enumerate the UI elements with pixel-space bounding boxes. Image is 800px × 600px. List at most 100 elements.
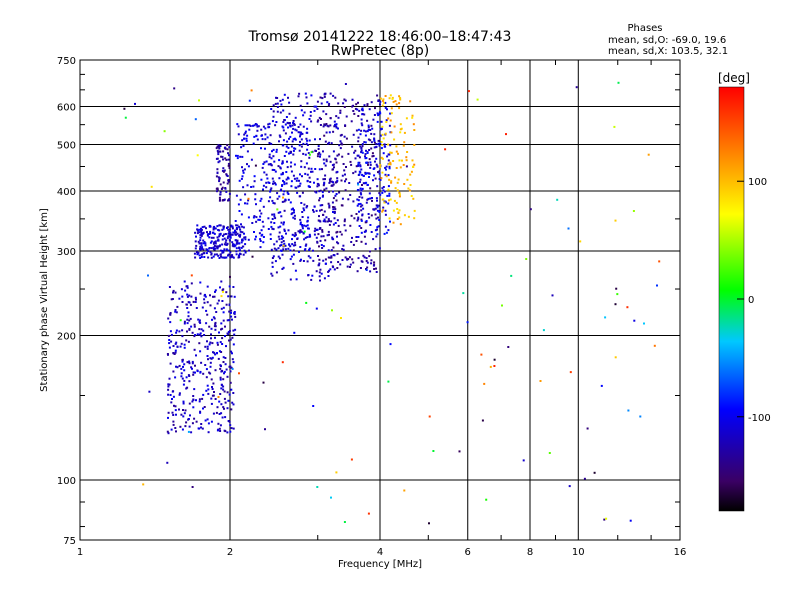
data-point-low-E-traces <box>222 319 225 322</box>
data-point-lower-F-layer <box>202 242 205 245</box>
data-point-low-E-traces <box>212 316 215 319</box>
data-point-F-trace-2 <box>332 150 335 153</box>
data-point-low-E-traces <box>181 301 184 303</box>
data-point-F-trace-4 <box>384 145 387 148</box>
data-point-F-trace-2 <box>319 239 322 242</box>
data-point-lower-F-layer <box>218 235 221 238</box>
data-point-F-trace-2 <box>270 248 273 251</box>
data-point-F-trace-4 <box>368 172 371 175</box>
data-point-lower-F-layer <box>230 224 233 227</box>
data-point-low-E-traces <box>223 407 225 410</box>
data-point-steep-cusp-near-2MHz <box>216 187 219 190</box>
data-point-lower-F-layer <box>239 233 242 236</box>
data-point-scattered-noise <box>147 274 149 277</box>
data-point-scattered-noise <box>529 208 532 211</box>
data-point-F-trace-1 <box>265 173 268 176</box>
data-point-F-trace-4 <box>361 187 364 190</box>
data-point-F-trace-2 <box>298 195 301 198</box>
data-point-scattered-noise <box>483 382 486 385</box>
data-point-low-E-traces <box>225 303 228 306</box>
data-point-X-mode-upper <box>382 99 384 102</box>
data-point-low-E-traces <box>225 368 228 371</box>
data-point-F-trace-4 <box>357 189 360 192</box>
data-point-lower-F-layer <box>200 244 203 247</box>
data-point-F-trace-3 <box>322 259 325 262</box>
data-point-scattered-noise <box>389 343 392 346</box>
data-point-low-E-traces <box>172 423 175 426</box>
data-point-lower-F-layer <box>215 253 218 256</box>
data-point-F-trace-2 <box>271 199 274 202</box>
data-point-X-mode-upper <box>395 145 398 148</box>
data-point-F-trace-2 <box>303 111 306 114</box>
data-point-F-trace-4 <box>382 206 385 209</box>
data-point-lower-F-layer <box>233 245 236 248</box>
data-point-low-E-traces <box>197 427 200 430</box>
data-point-F-trace-1 <box>282 248 285 251</box>
data-point-low-E-traces <box>217 357 220 360</box>
data-point-F-trace-2 <box>323 181 326 184</box>
data-point-F-trace-1 <box>264 147 266 150</box>
data-point-low-E-traces <box>167 432 170 435</box>
data-point-F-trace-2 <box>275 148 278 151</box>
data-point-F-trace-2 <box>271 274 274 277</box>
data-point-low-E-traces <box>191 362 194 365</box>
data-point-steep-cusp-near-2MHz <box>226 182 229 185</box>
data-point-F-trace-4 <box>362 174 365 177</box>
data-point-X-mode-upper <box>397 211 400 214</box>
data-point-F-trace-2 <box>320 272 323 275</box>
data-point-F-trace-1 <box>299 133 302 136</box>
data-point-F-trace-2 <box>273 247 276 250</box>
data-point-F-trace-3 <box>322 178 325 181</box>
data-point-low-E-traces <box>184 409 187 412</box>
data-point-low-E-traces <box>167 383 170 386</box>
data-point-low-E-traces <box>179 425 182 428</box>
data-point-F-trace-3 <box>335 125 338 128</box>
data-point-F-trace-3 <box>328 190 331 193</box>
data-point-low-E-traces <box>209 357 212 360</box>
data-point-F-trace-2 <box>316 240 319 243</box>
data-point-lower-F-layer <box>212 236 215 239</box>
data-point-F-trace-2 <box>281 173 284 176</box>
data-point-F-trace-3 <box>356 270 359 273</box>
data-point-F-trace-2 <box>329 268 332 271</box>
data-point-scattered-noise <box>658 260 661 263</box>
data-point-low-E-traces <box>234 315 237 318</box>
data-point-F-trace-2 <box>307 255 310 258</box>
data-point-F-trace-2 <box>277 235 280 238</box>
data-point-F-trace-1 <box>255 216 258 219</box>
data-point-F-trace-4 <box>357 164 360 167</box>
data-point-F-trace-1 <box>259 246 262 249</box>
data-point-F-trace-4 <box>357 154 360 157</box>
data-point-steep-cusp-near-2MHz <box>227 152 229 155</box>
data-point-F-trace-2 <box>297 95 300 98</box>
data-point-F-trace-4 <box>359 133 362 136</box>
data-point-lower-F-layer <box>214 227 217 230</box>
data-point-F-trace-4 <box>361 151 364 154</box>
data-point-F-trace-4 <box>387 174 390 177</box>
data-point-F-trace-3 <box>359 205 362 208</box>
data-point-F-trace-2 <box>292 153 295 156</box>
data-point-lower-F-layer <box>224 241 227 244</box>
data-point-F-trace-4 <box>364 182 367 185</box>
data-point-F-trace-2 <box>299 221 302 224</box>
data-point-low-E-traces <box>219 424 222 427</box>
data-point-F-trace-2 <box>274 182 276 185</box>
data-point-F-trace-2 <box>279 99 282 102</box>
data-point-F-trace-1 <box>305 225 308 228</box>
data-point-X-mode-upper <box>381 210 384 213</box>
data-point-F-trace-3 <box>336 219 339 222</box>
data-point-low-E-traces <box>210 327 213 330</box>
data-point-F-trace-4 <box>357 216 360 219</box>
data-point-F-trace-3 <box>350 214 353 217</box>
data-point-low-E-traces <box>195 420 198 423</box>
data-point-low-E-traces <box>213 351 216 354</box>
data-point-low-E-traces <box>175 311 178 314</box>
data-point-lower-F-layer <box>243 249 246 252</box>
data-point-scattered-noise <box>191 486 194 488</box>
data-point-low-E-traces <box>172 345 175 347</box>
data-point-low-E-traces <box>167 393 170 396</box>
data-point-lower-F-layer <box>199 257 202 259</box>
data-point-F-trace-1 <box>272 180 275 183</box>
data-point-lower-F-layer <box>226 227 228 229</box>
